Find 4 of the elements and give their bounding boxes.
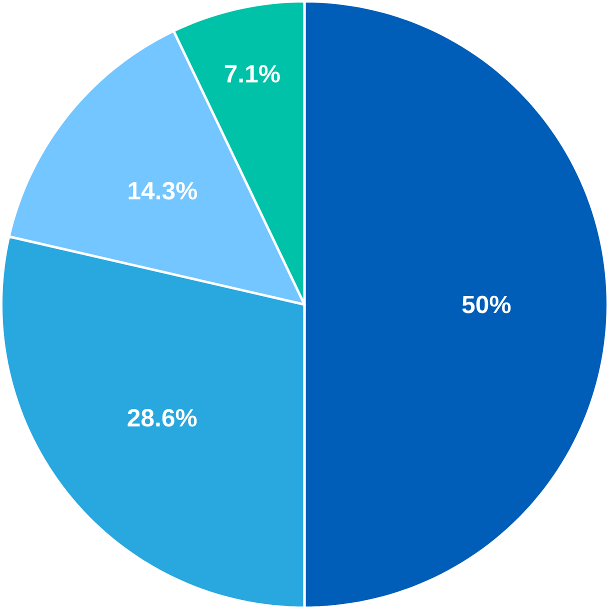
data-label: 7.1% <box>224 65 280 83</box>
data-label: 50% <box>462 296 511 314</box>
data-label: 28.6% <box>128 409 197 427</box>
data-label: 14.3% <box>128 182 198 200</box>
